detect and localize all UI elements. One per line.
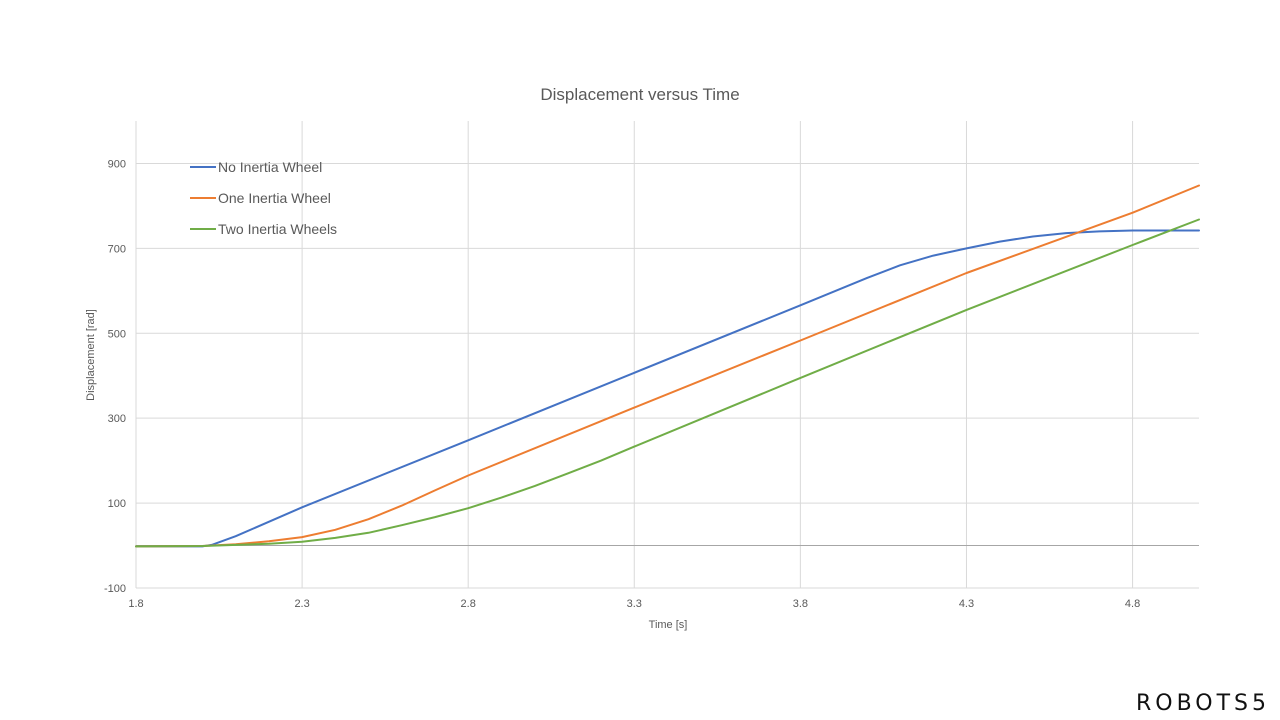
x-tick-label: 4.8: [1125, 598, 1140, 610]
series-line: [135, 218, 1200, 548]
legend-entry: One Inertia Wheel: [218, 190, 331, 206]
y-tick-label: 900: [108, 158, 126, 170]
y-tick-label: 700: [108, 243, 126, 255]
axes: 1.8 2.3 2.8 3.3 3.8 4.3 4.8 -100 100 300 500 700 900: [104, 158, 1199, 610]
legend-entry: No Inertia Wheel: [218, 159, 322, 175]
x-tick-label: 4.3: [959, 598, 974, 610]
y-tick-label: -100: [104, 583, 126, 595]
legend: No Inertia Wheel One Inertia Wheel Two Ine…: [190, 159, 337, 237]
chart-title: Displacement versus Time: [540, 85, 739, 104]
x-tick-label: 3.3: [627, 598, 642, 610]
y-tick-label: 100: [108, 498, 126, 510]
y-axis-label: Displacement [rad]: [85, 309, 97, 401]
x-tick-label: 2.3: [294, 598, 309, 610]
x-tick-label: 2.8: [461, 598, 476, 610]
series-line: [135, 229, 1200, 548]
brand-logo: ROBOTS5: [1135, 691, 1270, 716]
series-lines: [135, 184, 1200, 548]
series-line: [135, 184, 1200, 548]
legend-entry: Two Inertia Wheels: [218, 221, 337, 237]
grid: [135, 121, 1199, 589]
y-tick-label: 300: [108, 413, 126, 425]
y-tick-label: 500: [108, 328, 126, 340]
x-tick-label: 3.8: [793, 598, 808, 610]
x-axis-label: Time [s]: [649, 619, 688, 631]
x-tick-label: 1.8: [128, 598, 143, 610]
